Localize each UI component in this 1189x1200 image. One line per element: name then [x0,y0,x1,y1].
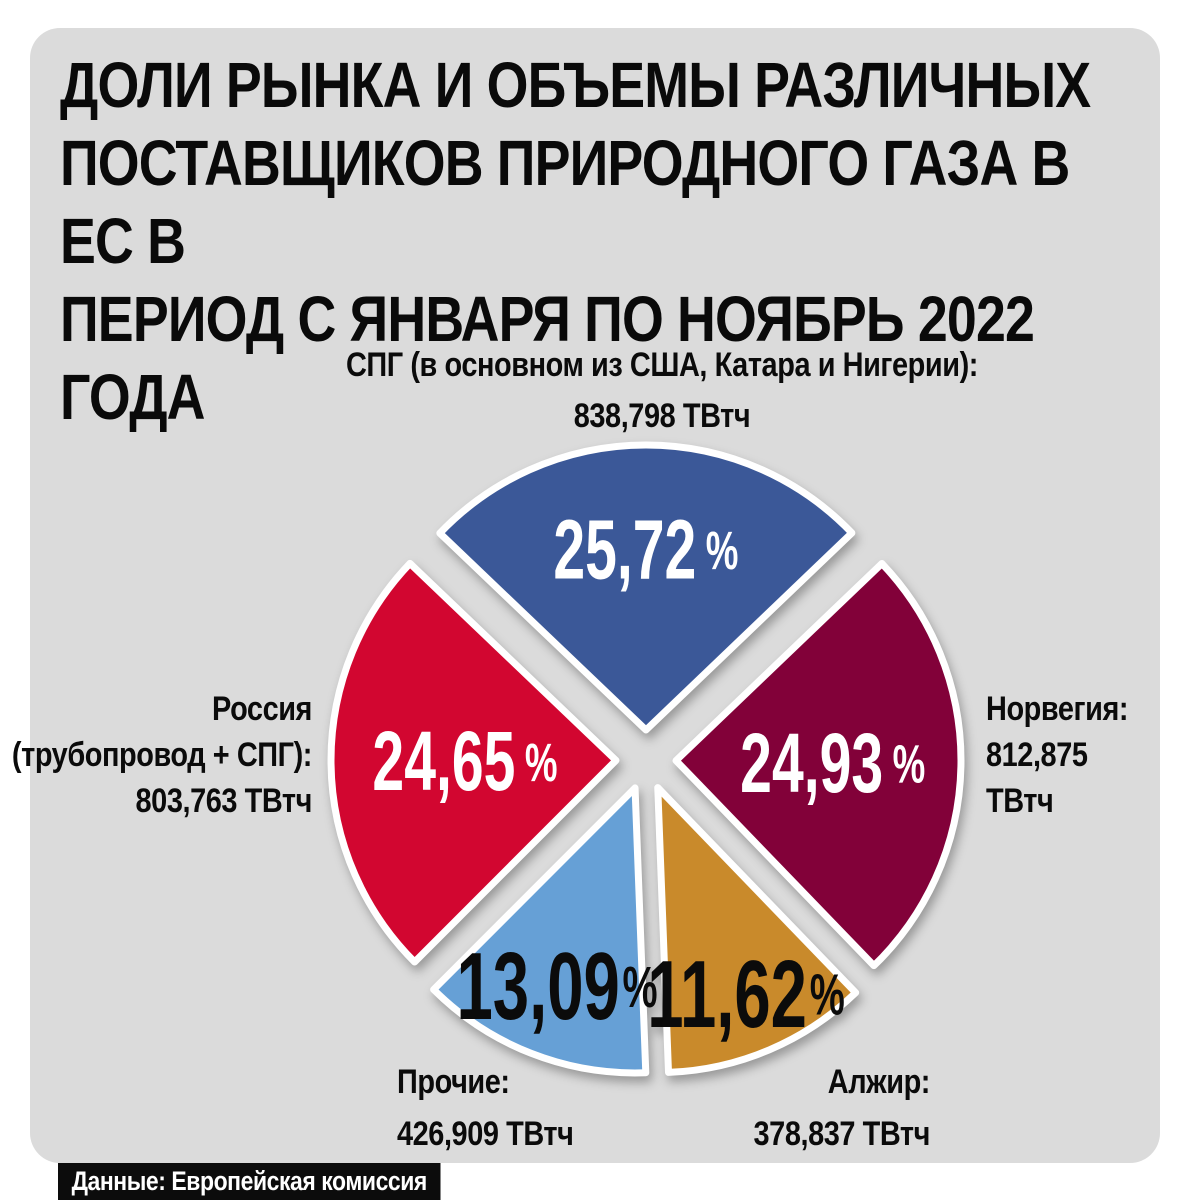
pie-slice-group: 13,09% [430,784,658,1077]
pie-slice-СПГ [436,441,856,734]
callout-lng: СПГ (в основном из США, Катара и Нигерии… [345,346,979,435]
pie-slice-group: 24,65% [327,559,620,966]
pie-slice-group: 24,93% [672,560,965,970]
page-title: ДОЛИ РЫНКА И ОБЪЕМЫ РАЗЛИЧНЫХ ПОСТАВЩИКО… [60,49,1091,433]
pie-slice-Алжир [654,784,860,1076]
callout-algeria: Алжир: 378,837 ТВтч [753,1063,931,1153]
pie-slice-Прочие [430,784,650,1077]
callout-russia: Россия (трубопровод + СПГ): 803,763 ТВтч [11,690,313,820]
pie-slice-group: 25,72% [436,441,856,734]
pie-slice-Норвегия [672,560,965,970]
callout-norway: Норвегия: 812,875 ТВтч [986,690,1129,820]
pie-slice-Россия [327,559,620,966]
pie-slice-group: 11,62% [647,784,860,1076]
callout-others: Прочие: 426,909 ТВтч [397,1063,574,1153]
source-attribution: Данные: Европейская комиссия [58,1163,441,1200]
infographic-card: ДОЛИ РЫНКА И ОБЪЕМЫ РАЗЛИЧНЫХ ПОСТАВЩИКО… [12,28,1160,1163]
